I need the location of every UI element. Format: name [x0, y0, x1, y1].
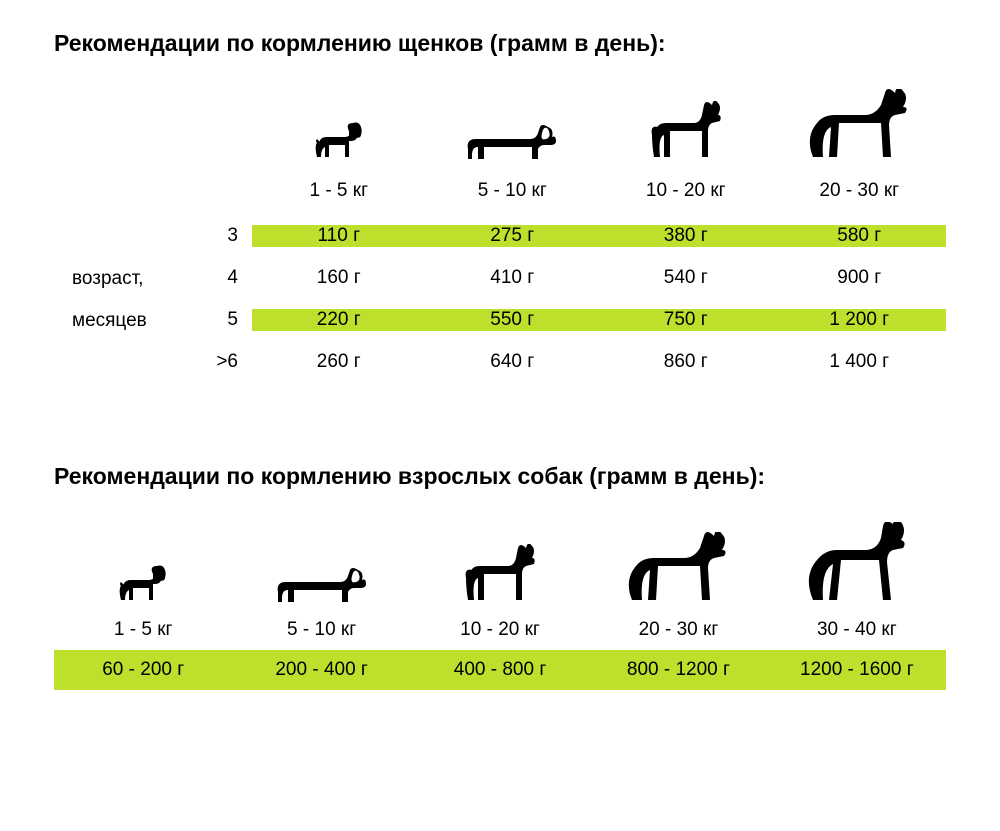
value-cell: 410 г	[426, 267, 600, 289]
dog-icon-shepherd	[773, 87, 947, 167]
value-cell: 275 г	[426, 225, 600, 247]
weight-header-cell: 1 - 5 кг	[252, 180, 426, 202]
row-axis-label-line1: возраст,	[72, 258, 143, 300]
weight-header-cell: 20 - 30 кг	[589, 619, 767, 641]
puppies-icon-row	[252, 87, 946, 167]
dog-icon-shepherd	[589, 532, 767, 610]
value-cell: 380 г	[599, 225, 773, 247]
value-cell: 1 200 г	[773, 309, 947, 331]
age-cell: >6	[202, 351, 252, 373]
puppies-table: возраст, месяцев 1 - 5 кг 5 - 10 кг 10 -…	[72, 87, 946, 383]
dog-icon-toy	[54, 564, 232, 610]
weight-header-cell: 30 - 40 кг	[768, 619, 946, 641]
dog-icon-terrier	[411, 544, 589, 610]
value-cell: 1 400 г	[773, 351, 947, 373]
row-axis-label: возраст, месяцев	[72, 128, 202, 342]
value-cell: 200 - 400 г	[232, 659, 410, 681]
puppies-row: 5 220 г 550 г 750 г 1 200 г	[202, 299, 946, 341]
age-cell: 5	[202, 309, 252, 331]
dog-icon-dachshund	[426, 87, 600, 167]
dog-icon-toy	[252, 87, 426, 167]
adults-icon-row	[54, 520, 946, 610]
puppies-title: Рекомендации по кормлению щенков (грамм …	[54, 30, 946, 57]
weight-header-cell: 10 - 20 кг	[599, 180, 773, 202]
puppies-row: >6 260 г 640 г 860 г 1 400 г	[202, 341, 946, 383]
value-cell: 800 - 1200 г	[589, 659, 767, 681]
weight-header-cell: 5 - 10 кг	[232, 619, 410, 641]
value-cell: 160 г	[252, 267, 426, 289]
value-cell: 550 г	[426, 309, 600, 331]
value-cell: 860 г	[599, 351, 773, 373]
value-cell: 900 г	[773, 267, 947, 289]
dog-icon-dachshund	[232, 568, 410, 610]
puppies-weight-header: 1 - 5 кг 5 - 10 кг 10 - 20 кг 20 - 30 кг	[252, 167, 946, 215]
puppies-row: 3 110 г 275 г 380 г 580 г	[202, 215, 946, 257]
value-cell: 750 г	[599, 309, 773, 331]
age-cell: 4	[202, 267, 252, 289]
adults-weight-header: 1 - 5 кг 5 - 10 кг 10 - 20 кг 20 - 30 кг…	[54, 610, 946, 650]
adults-values-row: 60 - 200 г 200 - 400 г 400 - 800 г 800 -…	[54, 650, 946, 690]
value-cell: 540 г	[599, 267, 773, 289]
value-cell: 1200 - 1600 г	[768, 659, 946, 681]
age-cell: 3	[202, 225, 252, 247]
adults-table: 1 - 5 кг 5 - 10 кг 10 - 20 кг 20 - 30 кг…	[54, 520, 946, 690]
weight-header-cell: 5 - 10 кг	[426, 180, 600, 202]
value-cell: 640 г	[426, 351, 600, 373]
weight-header-cell: 1 - 5 кг	[54, 619, 232, 641]
row-axis-label-line2: месяцев	[72, 300, 147, 342]
dog-icon-terrier	[599, 87, 773, 167]
value-cell: 260 г	[252, 351, 426, 373]
value-cell: 400 - 800 г	[411, 659, 589, 681]
puppies-row: 4 160 г 410 г 540 г 900 г	[202, 257, 946, 299]
value-cell: 110 г	[252, 225, 426, 247]
value-cell: 220 г	[252, 309, 426, 331]
adults-title: Рекомендации по кормлению взрослых собак…	[54, 463, 946, 490]
value-cell: 60 - 200 г	[54, 659, 232, 681]
dog-icon-doberman	[768, 522, 946, 610]
weight-header-cell: 10 - 20 кг	[411, 619, 589, 641]
weight-header-cell: 20 - 30 кг	[773, 180, 947, 202]
value-cell: 580 г	[773, 225, 947, 247]
